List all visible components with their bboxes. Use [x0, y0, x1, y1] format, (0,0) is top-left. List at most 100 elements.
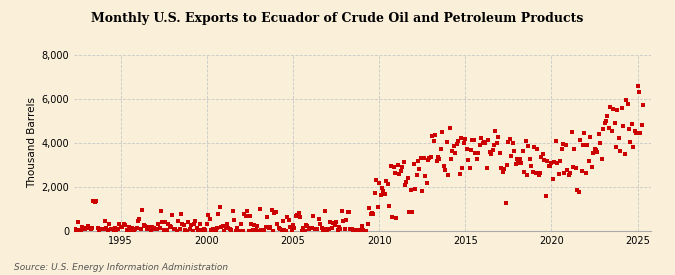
Point [414, 166, 425, 171]
Point [80, 227, 90, 232]
Point [200, 228, 211, 233]
Point [263, 226, 274, 230]
Point [142, 227, 153, 232]
Point [433, 154, 443, 159]
Point [373, 205, 383, 209]
Point [384, 204, 395, 208]
Point [464, 166, 475, 170]
Point [606, 128, 617, 133]
Point [86, 226, 97, 230]
Point [381, 179, 392, 184]
Point [216, 225, 227, 229]
Point [164, 224, 175, 228]
Point [262, 215, 273, 219]
Point [159, 227, 169, 232]
Point [335, 227, 346, 231]
Point [383, 182, 394, 186]
Point [550, 139, 561, 143]
Point [510, 162, 521, 166]
Point [632, 84, 643, 88]
Point [479, 140, 489, 144]
Point [315, 222, 326, 226]
Point [140, 224, 151, 229]
Point [131, 226, 142, 230]
Point [549, 160, 560, 164]
Point [327, 226, 338, 230]
Point [182, 228, 192, 233]
Point [306, 226, 317, 231]
Point [598, 126, 609, 131]
Point [350, 228, 360, 232]
Point [338, 219, 349, 223]
Point [219, 229, 230, 233]
Point [615, 148, 626, 153]
Point [304, 227, 315, 231]
Point [412, 159, 423, 163]
Point [346, 227, 357, 232]
Point [554, 171, 564, 176]
Point [572, 188, 583, 193]
Point [328, 221, 339, 226]
Point [533, 173, 544, 178]
Point [450, 151, 460, 155]
Point [169, 227, 180, 231]
Point [444, 126, 455, 131]
Point [323, 227, 334, 232]
Point [612, 107, 623, 112]
Point [453, 139, 464, 143]
Point [629, 129, 640, 133]
Point [104, 222, 115, 227]
Point [210, 229, 221, 233]
Point [402, 176, 413, 180]
Point [556, 146, 567, 151]
Point [273, 226, 284, 230]
Point [332, 227, 343, 232]
Point [356, 224, 367, 228]
Point [580, 171, 591, 175]
Point [299, 229, 310, 233]
Point [239, 211, 250, 216]
Point [211, 226, 222, 230]
Point [70, 227, 80, 231]
Point [563, 173, 574, 178]
Point [371, 178, 381, 183]
Point [101, 226, 112, 230]
Point [298, 226, 308, 231]
Point [167, 213, 178, 217]
Point [309, 226, 320, 231]
Point [500, 200, 511, 205]
Point [504, 137, 515, 142]
Point [252, 224, 263, 229]
Point [165, 225, 176, 230]
Point [398, 160, 409, 165]
Point [188, 222, 199, 227]
Point [202, 221, 213, 226]
Point [229, 218, 240, 222]
Point [250, 228, 261, 232]
Point [387, 214, 398, 219]
Point [147, 224, 158, 229]
Point [114, 222, 125, 226]
Point [457, 166, 468, 170]
Point [560, 143, 571, 147]
Point [71, 228, 82, 232]
Point [461, 147, 472, 152]
Point [163, 222, 173, 227]
Point [92, 226, 103, 230]
Point [361, 229, 372, 233]
Point [535, 170, 545, 175]
Point [242, 209, 252, 214]
Point [513, 161, 524, 165]
Point [359, 229, 370, 233]
Point [566, 130, 577, 134]
Point [368, 212, 379, 216]
Point [487, 148, 498, 152]
Text: Monthly U.S. Exports to Ecuador of Crude Oil and Petroleum Products: Monthly U.S. Exports to Ecuador of Crude… [91, 12, 584, 25]
Point [115, 224, 126, 229]
Point [90, 200, 101, 204]
Point [192, 226, 202, 230]
Point [605, 104, 616, 109]
Point [325, 220, 335, 224]
Point [408, 162, 419, 166]
Point [171, 229, 182, 233]
